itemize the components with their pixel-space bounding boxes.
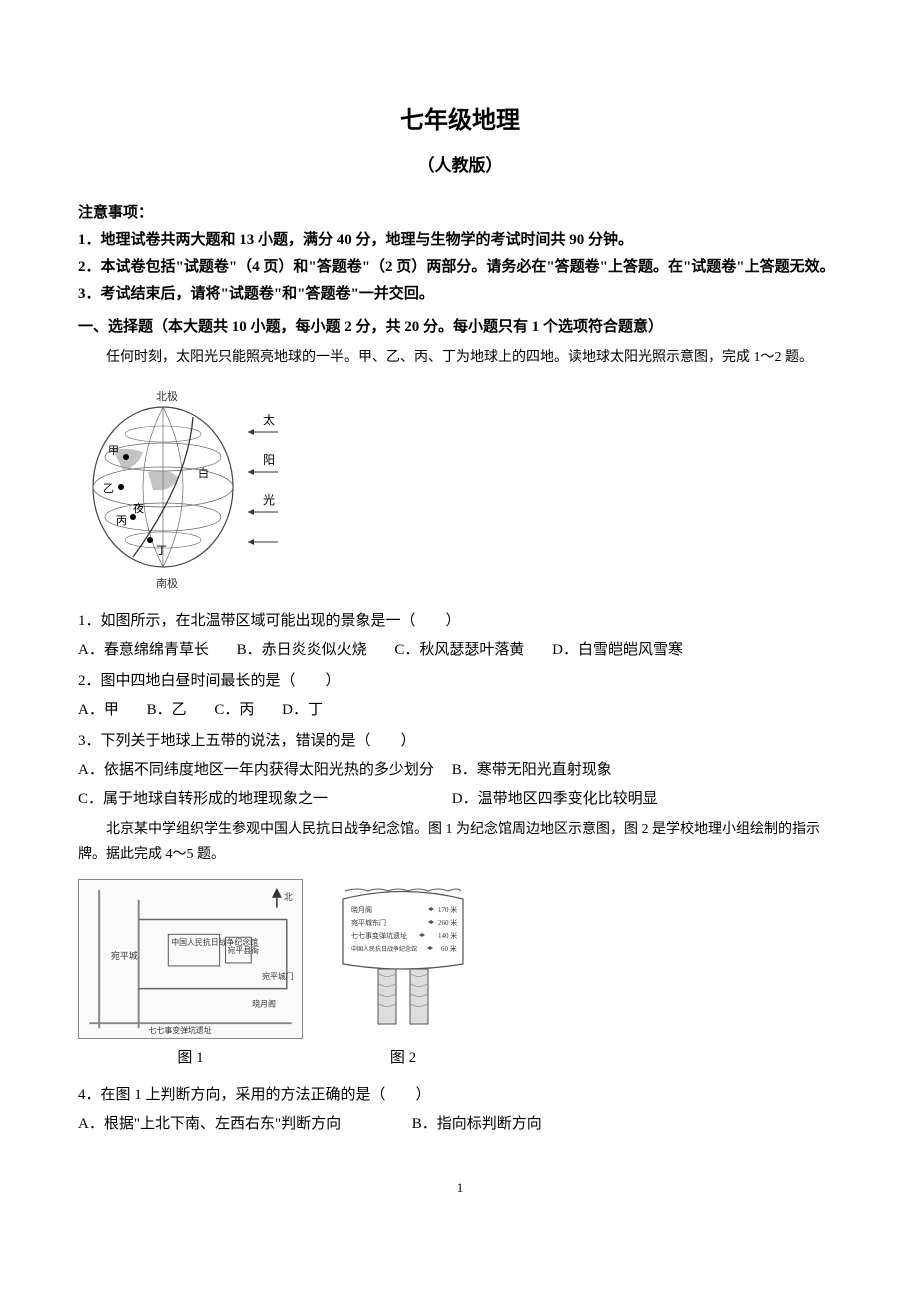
q4-opt-a: A．根据"上北下南、左西右东"判断方向 xyxy=(78,1111,408,1138)
map-qiqi-label: 七七事变弹坑遗址 xyxy=(149,1025,212,1035)
q3-opt-c: C．属于地球自转形成的地理现象之一 xyxy=(78,786,448,813)
q2-opt-d: D．丁 xyxy=(282,697,323,724)
passage-1: 任何时刻，太阳光只能照亮地球的一半。甲、乙、丙、丁为地球上的四地。读地球太阳光照… xyxy=(78,345,842,370)
page-number: 1 xyxy=(78,1176,842,1199)
question-3-options-row1: A．依据不同纬度地区一年内获得太阳光热的多少划分 B．寒带无阳光直射现象 xyxy=(78,757,842,784)
q1-opt-a: A．春意绵绵青草长 xyxy=(78,637,209,664)
q2-opt-c: C．丙 xyxy=(214,697,254,724)
notice-item-1: 1．地理试卷共两大题和 13 小题，满分 40 分，地理与生物学的考试时间共 9… xyxy=(78,227,842,254)
sign-row-2-dist: 140 米 xyxy=(438,931,457,940)
map-north-label: 北 xyxy=(284,892,293,902)
sign-row-1-name: 宛平城东门 xyxy=(351,918,386,927)
q3-opt-d: D．温带地区四季变化比较明显 xyxy=(452,786,658,813)
sign-row-0-dist: 170 米 xyxy=(438,905,457,914)
globe-figure-block: 北极 南极 甲 乙 丙 丁 夜 白 太 阳 光 xyxy=(78,382,842,592)
q3-opt-a: A．依据不同纬度地区一年内获得太阳光热的多少划分 xyxy=(78,757,448,784)
notice-header: 注意事项： xyxy=(78,200,842,227)
section-1-header: 一、选择题（本大题共 10 小题，每小题 2 分，共 20 分。每小题只有 1 … xyxy=(78,314,842,341)
globe-label-b: 乙 xyxy=(103,482,114,495)
notice-item-2: 2．本试卷包括"试题卷"（4 页）和"答题卷"（2 页）两部分。请务必在"答题卷… xyxy=(78,254,842,281)
question-2-stem: 2．图中四地白昼时间最长的是（ ） xyxy=(78,668,842,695)
question-1-options: A．春意绵绵青草长 B．赤日炎炎似火烧 C．秋风瑟瑟叶落黄 D．白雪皑皑风雪寒 xyxy=(78,637,842,664)
svg-text:宛平县衙: 宛平县衙 xyxy=(228,945,260,955)
question-3-stem: 3．下列关于地球上五带的说法，错误的是（ ） xyxy=(78,728,842,755)
figure-1-caption: 图 1 xyxy=(78,1045,303,1072)
sign-row-2-name: 七七事变弹坑遗址 xyxy=(351,931,407,940)
page-subtitle: （人教版） xyxy=(78,151,842,182)
globe-label-c: 丙 xyxy=(116,515,127,527)
q2-opt-b: B．乙 xyxy=(147,697,187,724)
q4-opt-b: B．指向标判断方向 xyxy=(412,1111,542,1138)
question-4-stem: 4．在图 1 上判断方向，采用的方法正确的是（ ） xyxy=(78,1082,842,1109)
sign-row-3-name: 中国人民抗日战争纪念馆 xyxy=(351,945,417,953)
globe-label-d: 丁 xyxy=(156,545,167,557)
page-title: 七年级地理 xyxy=(78,100,842,143)
globe-diagram: 北极 南极 甲 乙 丙 丁 夜 白 太 阳 光 xyxy=(78,382,278,592)
q2-opt-a: A．甲 xyxy=(78,697,119,724)
map-figures-block: 中国人民抗日战争纪念馆 宛平县衙 宛平城 晓月阁 宛平城门 七七事变弹坑遗址 北… xyxy=(78,879,842,1039)
globe-label-day: 白 xyxy=(198,466,209,480)
question-2-options: A．甲 B．乙 C．丙 D．丁 xyxy=(78,697,842,724)
q3-opt-b: B．寒带无阳光直射现象 xyxy=(452,757,612,784)
globe-label-south: 南极 xyxy=(156,576,178,590)
globe-label-a: 甲 xyxy=(108,445,119,457)
sign-row-0-name: 晓月阁 xyxy=(351,905,372,914)
map-wanping-label: 宛平城 xyxy=(111,950,138,961)
figure-captions: 图 1 图 2 xyxy=(78,1045,842,1072)
figure-2-caption: 图 2 xyxy=(333,1045,473,1072)
q1-opt-c: C．秋风瑟瑟叶落黄 xyxy=(394,637,524,664)
passage-2: 北京某中学组织学生参观中国人民抗日战争纪念馆。图 1 为纪念馆周边地区示意图，图… xyxy=(78,817,842,867)
notice-item-3: 3．考试结束后，请将"试题卷"和"答题卷"一并交回。 xyxy=(78,281,842,308)
question-4-options-row1: A．根据"上北下南、左西右东"判断方向 B．指向标判断方向 xyxy=(78,1111,842,1138)
question-3-options-row2: C．属于地球自转形成的地理现象之一 D．温带地区四季变化比较明显 xyxy=(78,786,842,813)
sign-figure-2: 晓月阁 170 米 宛平城东门 260 米 七七事变弹坑遗址 140 米 中国人… xyxy=(333,879,473,1039)
sign-row-3-dist: 60 米 xyxy=(441,944,457,953)
q1-opt-d: D．白雪皑皑风雪寒 xyxy=(552,637,683,664)
globe-label-night: 夜 xyxy=(133,501,144,515)
map-figure-1: 中国人民抗日战争纪念馆 宛平县衙 宛平城 晓月阁 宛平城门 七七事变弹坑遗址 北 xyxy=(78,879,303,1039)
sign-row-1-dist: 260 米 xyxy=(438,918,457,927)
q1-opt-b: B．赤日炎炎似火烧 xyxy=(237,637,367,664)
question-1-stem: 1．如图所示，在北温带区域可能出现的景象是一（ ） xyxy=(78,608,842,635)
svg-text:宛平城门: 宛平城门 xyxy=(262,971,294,981)
svg-text:晓月阁: 晓月阁 xyxy=(252,999,276,1009)
globe-sun-2: 阳 xyxy=(263,453,275,467)
globe-sun-3: 光 xyxy=(263,493,275,507)
globe-sun-1: 太 xyxy=(263,412,275,427)
globe-label-north: 北极 xyxy=(156,389,178,403)
